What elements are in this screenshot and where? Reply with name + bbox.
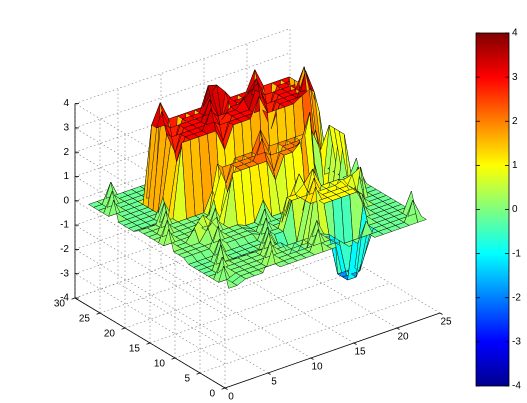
y-tick-label: 10 [154, 359, 166, 370]
z-tick-label: -2 [60, 244, 69, 255]
colorbar-ticks: -4 -3 -2 -1 0 1 2 3 4 [476, 28, 521, 392]
z-tick-label: 1 [63, 171, 69, 182]
x-tick-label: 0 [228, 392, 234, 403]
floor-grid-x [289, 222, 441, 314]
z-tick-label: 3 [63, 123, 69, 134]
floor-grid-y [149, 267, 366, 344]
colorbar-tick-label: -4 [512, 381, 521, 392]
surface-facet [412, 199, 427, 223]
x-tick-label: 25 [440, 317, 452, 328]
y-tick-label: 20 [104, 329, 116, 340]
colorbar-tick-label: 4 [512, 28, 518, 39]
y-tick-mark [96, 312, 101, 315]
axis-tick-labels: 0 5 10 15 20 25 0 5 10 15 20 25 30-4 -3 -2 -1 0 1 2 3 4 [54, 98, 452, 402]
floor-grid-x [117, 282, 269, 374]
colorbar-tick-label: -2 [512, 292, 521, 303]
floor-grid-x [246, 237, 398, 329]
y-tick-mark [221, 387, 226, 390]
colorbar-tick-label: 1 [512, 160, 518, 171]
z-tick-label: -1 [60, 220, 69, 231]
x-tick-mark [396, 327, 400, 330]
colorbar-tick-label: 0 [512, 204, 518, 215]
y-tick-mark [121, 327, 126, 330]
colorbar-tick-label: 2 [512, 116, 518, 127]
y-tick-mark [171, 357, 176, 360]
side-wall-grid-z [74, 249, 226, 340]
y-tick-label: 15 [129, 344, 141, 355]
y-tick-label: 0 [209, 389, 215, 400]
y-tick-label: 25 [79, 314, 91, 325]
colorbar-tick-label: 3 [512, 72, 518, 83]
floor-grid-x [160, 267, 312, 359]
z-tick-label: 2 [63, 147, 69, 158]
floor-grid-y [199, 297, 416, 374]
z-tick-label: 0 [63, 195, 69, 206]
y-tick-label: 5 [184, 374, 190, 385]
x-tick-label: 20 [397, 332, 409, 343]
x-tick-mark [353, 342, 357, 345]
colorbar-tick-label: -1 [512, 248, 521, 259]
side-wall-grid-z [74, 224, 226, 316]
x-tick-mark [224, 387, 228, 390]
colorbar: -4 -3 -2 -1 0 1 2 3 4 [475, 28, 521, 392]
y-tick-mark [146, 342, 151, 345]
colorbar-tick-label: -3 [512, 337, 521, 348]
y-tick-mark [71, 297, 76, 300]
axes-frame [71, 103, 443, 390]
side-wall-grid-z [74, 273, 226, 364]
x-tick-mark [267, 372, 271, 375]
x-tick-mark [439, 312, 443, 315]
z-tick-label: -3 [60, 268, 69, 279]
x-tick-label: 10 [311, 362, 323, 373]
x-tick-label: 5 [271, 377, 277, 388]
y-tick-label: 30 [54, 299, 66, 310]
x-axis-line [224, 312, 441, 389]
x-tick-label: 15 [354, 347, 366, 358]
colorbar-scale [476, 33, 509, 386]
z-tick-label: -4 [60, 293, 69, 304]
surface-plot [88, 66, 427, 289]
side-wall-grid-z [74, 200, 226, 292]
z-tick-label: 4 [63, 98, 69, 109]
y-tick-mark [196, 372, 201, 375]
x-tick-mark [310, 357, 314, 360]
